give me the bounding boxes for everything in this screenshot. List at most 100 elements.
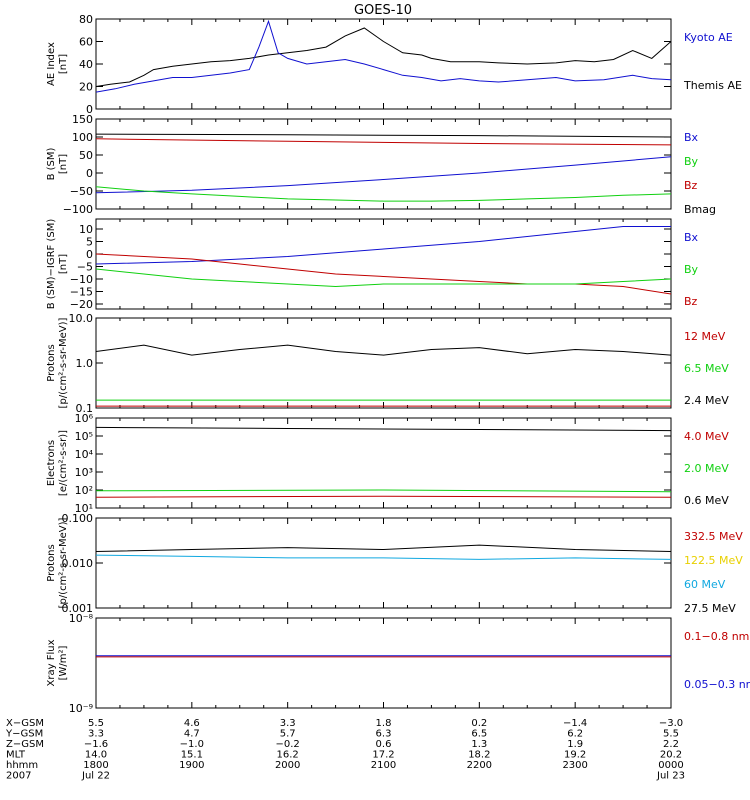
panel-frame bbox=[95, 517, 672, 609]
x-axis-value: 6.3 bbox=[376, 729, 392, 740]
y-tick-label: −15 bbox=[70, 286, 93, 299]
y-axis-label-line: [nT] bbox=[58, 154, 69, 174]
panel-5: 10¹ 10² 10³ 10⁴ 10⁵ 10⁶ Electrons [e/(cm²-s-sr)… bbox=[46, 412, 729, 515]
x-axis-value: −1.4 bbox=[563, 718, 587, 729]
y-tick-label: 10 bbox=[79, 223, 93, 236]
series-bz bbox=[96, 253, 671, 295]
y-tick-label: 10² bbox=[75, 484, 93, 497]
panel-2: −100 −50 0 50 100 150 B (SM) [nT] Bx By Bz Bmag bbox=[46, 113, 716, 216]
y-axis-label: Electrons [e/(cm²-s-sr)] bbox=[46, 430, 69, 496]
legend-label: Bz bbox=[684, 295, 698, 308]
y-tick-label: 10⁻⁸ bbox=[69, 612, 94, 625]
x-axis-value: −3.0 bbox=[659, 718, 683, 729]
x-axis-value: 2100 bbox=[371, 760, 396, 771]
legend-label: 12 MeV bbox=[684, 330, 726, 343]
y-tick-label: 5 bbox=[86, 236, 93, 249]
x-axis-value: −0.2 bbox=[276, 739, 300, 750]
x-axis-value: 5.5 bbox=[663, 729, 679, 740]
y-tick-label: 20 bbox=[79, 81, 93, 94]
y-axis-label-line: Protons bbox=[46, 344, 57, 381]
x-axis-value: 1.9 bbox=[567, 739, 583, 750]
series-2-0-mev bbox=[96, 489, 671, 493]
legend-label: Themis AE bbox=[683, 79, 742, 92]
legend-label: 0.6 MeV bbox=[684, 494, 729, 507]
x-axis-value: 2200 bbox=[467, 760, 492, 771]
y-tick-label: 0.1 bbox=[76, 402, 94, 415]
y-tick-label: 10⁻⁹ bbox=[69, 702, 93, 715]
x-axis-value: 5.7 bbox=[280, 729, 296, 740]
x-axis-value: 1.8 bbox=[376, 718, 392, 729]
legend-label: Kyoto AE bbox=[684, 31, 733, 44]
series-2-4-mev bbox=[96, 344, 671, 356]
series-bmag bbox=[96, 133, 671, 138]
panel-frame bbox=[95, 317, 672, 409]
x-axis-value: 2000 bbox=[275, 760, 300, 771]
x-axis-value: 17.2 bbox=[372, 750, 394, 761]
chart-title: GOES-10 bbox=[354, 3, 412, 18]
y-tick-label: 10⁶ bbox=[75, 412, 94, 425]
y-tick-label: 0.001 bbox=[62, 602, 94, 615]
legend-label: Bx bbox=[684, 231, 699, 244]
x-axis-value: 4.6 bbox=[184, 718, 200, 729]
y-tick-label: −10 bbox=[70, 273, 93, 286]
x-axis-value: Jul 23 bbox=[656, 771, 685, 782]
panel-frame bbox=[95, 218, 672, 310]
y-axis-label-line: [p/(cm²-s-sr-MeV)] bbox=[58, 517, 69, 608]
y-tick-label: 10¹ bbox=[75, 502, 93, 515]
x-axis-value: 20.2 bbox=[660, 750, 682, 761]
y-tick-label: 1.0 bbox=[76, 357, 94, 370]
x-axis-value: 15.1 bbox=[181, 750, 203, 761]
x-axis-row-label: X−GSM bbox=[6, 718, 44, 729]
panel-frame bbox=[95, 417, 672, 509]
y-axis-label-line: [e/(cm²-s-sr)] bbox=[58, 430, 69, 496]
legend-label: By bbox=[684, 155, 699, 168]
x-axis-row-label: Z−GSM bbox=[6, 739, 44, 750]
x-axis-value: 0.2 bbox=[471, 718, 487, 729]
legend-label: Bz bbox=[684, 179, 698, 192]
y-axis-label-line: [nT] bbox=[58, 54, 69, 74]
y-tick-label: 0.100 bbox=[62, 512, 94, 525]
y-tick-label: −5 bbox=[77, 261, 93, 274]
y-axis-label-line: AE Index bbox=[46, 42, 57, 86]
y-tick-label: 100 bbox=[72, 131, 93, 144]
y-axis-label: Protons [p/(cm²-s-sr-MeV)] bbox=[46, 517, 69, 608]
x-axis-row-label: MLT bbox=[6, 750, 26, 761]
x-axis-value: −1.0 bbox=[180, 739, 204, 750]
legend-label: 122.5 MeV bbox=[684, 554, 743, 567]
series-bz bbox=[96, 138, 671, 146]
y-tick-label: 80 bbox=[79, 13, 93, 26]
x-axis-value: 1900 bbox=[179, 760, 204, 771]
y-tick-label: 10⁵ bbox=[75, 430, 93, 443]
x-axis-row-label: Y−GSM bbox=[5, 729, 43, 740]
y-tick-label: 60 bbox=[79, 36, 93, 49]
legend-label: 4.0 MeV bbox=[684, 430, 729, 443]
legend-label: Bmag bbox=[684, 203, 716, 216]
x-axis-value: 16.2 bbox=[277, 750, 299, 761]
panel-1: 0 20 40 60 80 AE Index [nT] Kyoto AE Themis AE bbox=[46, 13, 742, 116]
legend-label: 6.5 MeV bbox=[684, 362, 729, 375]
y-axis-label: B (SM)−IGRF (SM) [nT] bbox=[46, 219, 69, 310]
y-tick-label: 0 bbox=[86, 248, 93, 261]
x-axis-value: 1800 bbox=[83, 760, 108, 771]
legend-label: By bbox=[684, 263, 699, 276]
legend-label: 332.5 MeV bbox=[684, 530, 743, 543]
series-kyoto-ae bbox=[96, 19, 671, 93]
legend-label: 27.5 MeV bbox=[684, 602, 736, 615]
y-tick-label: 40 bbox=[79, 58, 93, 71]
y-axis-label: Protons [p/(cm²-s-sr-MeV)] bbox=[46, 317, 69, 408]
y-tick-label: −20 bbox=[70, 298, 93, 311]
y-tick-label: 10.0 bbox=[69, 312, 94, 325]
x-axis-value: 2.2 bbox=[663, 739, 679, 750]
legend-label: 2.4 MeV bbox=[684, 394, 729, 407]
x-axis-value: 4.7 bbox=[184, 729, 200, 740]
y-axis-label-line: Electrons bbox=[46, 440, 57, 486]
x-axis-value: 0.6 bbox=[376, 739, 392, 750]
y-axis-label-line: [W/m²] bbox=[58, 645, 69, 680]
y-axis-label: AE Index [nT] bbox=[46, 42, 69, 86]
x-axis-value: 0000 bbox=[658, 760, 683, 771]
y-tick-label: 0 bbox=[86, 167, 93, 180]
series-60-mev bbox=[96, 554, 671, 560]
